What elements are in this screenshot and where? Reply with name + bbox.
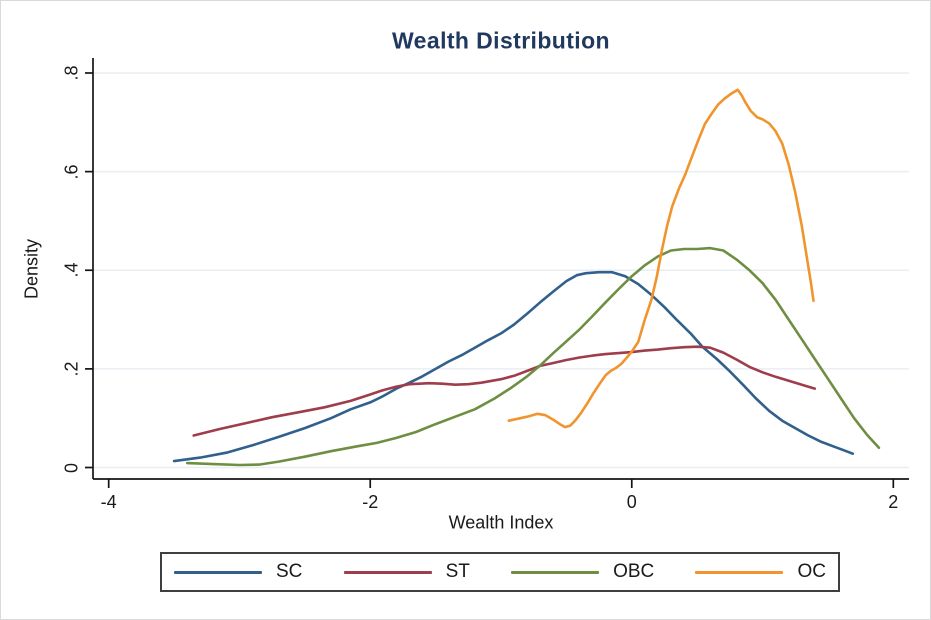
legend-label-obc: OBC bbox=[613, 561, 655, 582]
x-tick-label: -4 bbox=[100, 492, 117, 512]
series-line-obc bbox=[185, 246, 881, 467]
legend: SC ST OBC OC bbox=[160, 552, 840, 592]
legend-label-sc: SC bbox=[276, 561, 303, 582]
y-tick-label: .6 bbox=[61, 164, 82, 180]
legend-line-sc bbox=[174, 570, 262, 574]
chart-title: Wealth Distribution bbox=[391, 27, 611, 54]
legend-label-st: ST bbox=[445, 561, 470, 582]
legend-item-st: ST bbox=[343, 561, 470, 583]
legend-line-st bbox=[343, 570, 432, 574]
legend-label-oc: OC bbox=[797, 561, 826, 582]
series-line-sc bbox=[172, 270, 855, 463]
series-line-st bbox=[192, 345, 817, 437]
x-tick-label: 2 bbox=[888, 492, 899, 512]
y-tick-label: .8 bbox=[61, 65, 82, 81]
x-tick-label: -2 bbox=[362, 492, 379, 512]
legend-line-obc bbox=[511, 570, 600, 574]
x-axis-title: Wealth Index bbox=[448, 512, 554, 533]
y-tick-label: 0 bbox=[61, 462, 82, 473]
legend-item-obc: OBC bbox=[511, 561, 654, 583]
y-tick-label: .2 bbox=[61, 361, 82, 377]
legend-item-sc: SC bbox=[174, 561, 302, 583]
legend-line-oc bbox=[695, 570, 784, 574]
legend-item-oc: OC bbox=[695, 561, 826, 583]
y-tick-label: .4 bbox=[61, 262, 82, 278]
x-tick-label: 0 bbox=[626, 492, 637, 512]
series-line-oc bbox=[507, 88, 815, 429]
